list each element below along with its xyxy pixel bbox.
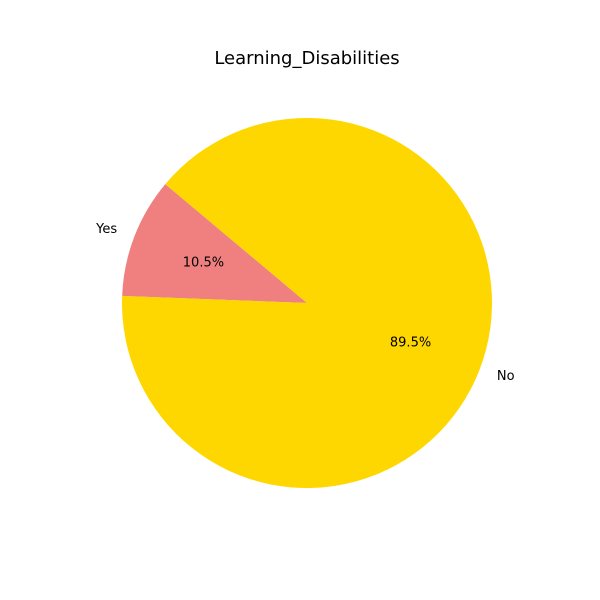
slice-percent-yes: 10.5% xyxy=(183,256,224,271)
pie-labels: Yes 10.5% No 89.5% xyxy=(95,222,514,384)
pie-slice-no xyxy=(122,117,492,488)
pie-slice-yes xyxy=(122,184,308,303)
slice-label-no: No xyxy=(497,369,515,384)
chart-title: Learning_Disabilities xyxy=(214,48,399,69)
slice-percent-no: 89.5% xyxy=(390,335,431,350)
pie-slices xyxy=(122,117,492,488)
slice-label-yes: Yes xyxy=(95,222,117,237)
